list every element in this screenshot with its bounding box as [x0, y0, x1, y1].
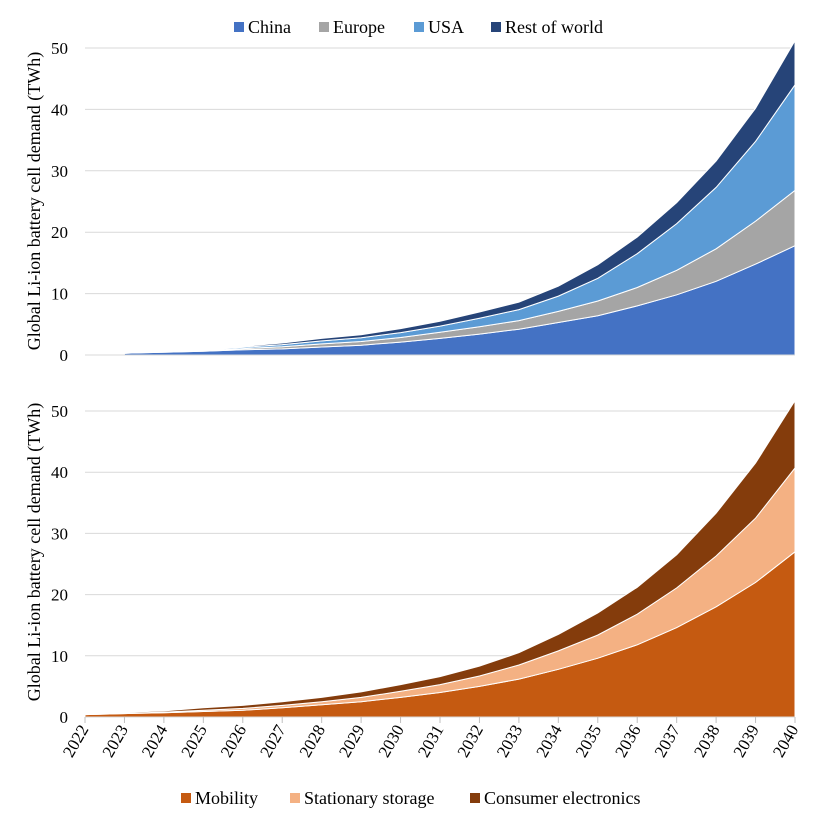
legend-label-europe: Europe	[333, 17, 385, 37]
x-tick-label-2038: 2038	[690, 722, 723, 761]
y-tick-label-30: 30	[51, 524, 68, 543]
x-tick-label-2040: 2040	[769, 722, 802, 761]
legend-swatch-usa	[414, 22, 424, 32]
legend-label-china: China	[248, 17, 291, 37]
x-tick-label-2028: 2028	[296, 722, 329, 761]
legend-swatch-rest-of-world	[491, 22, 501, 32]
chart-panel-by-region: 0 10 20 30 40 50 Global Li-ion battery cell de…	[24, 17, 796, 365]
x-tick-label-2022: 2022	[59, 722, 92, 761]
legend-swatch-mobility	[181, 793, 191, 803]
legend-swatch-europe	[319, 22, 329, 32]
x-tick-label-2039: 2039	[730, 722, 763, 761]
legend-label-rest-of-world: Rest of world	[505, 17, 603, 37]
x-tick-label-2025: 2025	[177, 722, 210, 761]
legend-swatch-china	[234, 22, 244, 32]
x-tick-label-2035: 2035	[572, 722, 605, 761]
x-tick-label-2030: 2030	[375, 722, 408, 761]
area-series-rest-of-world	[124, 38, 796, 354]
x-tick-label-2036: 2036	[611, 722, 644, 761]
legend-swatch-consumer-electronics	[470, 793, 480, 803]
y-axis-title: Global Li-ion battery cell demand (TWh)	[24, 52, 45, 350]
legend-label-consumer-electronics: Consumer electronics	[484, 788, 640, 808]
x-tick-label-2032: 2032	[453, 722, 486, 761]
x-tick-label-2033: 2033	[493, 722, 526, 761]
x-tick-label-2024: 2024	[138, 721, 172, 760]
y-tick-label-0: 0	[60, 346, 69, 365]
y-tick-label-10: 10	[51, 647, 68, 666]
x-tick-label-2029: 2029	[335, 722, 368, 761]
legend-label-usa: USA	[428, 17, 464, 37]
y-axis-title: Global Li-ion battery cell demand (TWh)	[24, 403, 45, 701]
area-series-consumer-electronics	[84, 398, 796, 716]
legend-swatch-stationary-storage	[290, 793, 300, 803]
x-tick-label-2027: 2027	[256, 721, 290, 760]
x-tick-label-2031: 2031	[414, 722, 447, 761]
y-tick-label-30: 30	[51, 162, 68, 181]
y-tick-label-20: 20	[51, 586, 68, 605]
y-tick-label-0: 0	[60, 708, 69, 727]
y-tick-label-40: 40	[51, 463, 68, 482]
x-tick-label-2026: 2026	[217, 722, 250, 761]
y-tick-label-20: 20	[51, 223, 68, 242]
legend-label-stationary-storage: Stationary storage	[304, 788, 434, 808]
x-tick-label-2034: 2034	[532, 721, 566, 760]
y-tick-label-10: 10	[51, 285, 68, 304]
y-tick-label-50: 50	[51, 39, 68, 58]
y-tick-label-40: 40	[51, 100, 68, 119]
x-tick-label-2023: 2023	[98, 722, 131, 761]
legend-label-mobility: Mobility	[195, 788, 258, 808]
x-tick-label-2037: 2037	[651, 721, 685, 760]
y-tick-label-50: 50	[51, 402, 68, 421]
